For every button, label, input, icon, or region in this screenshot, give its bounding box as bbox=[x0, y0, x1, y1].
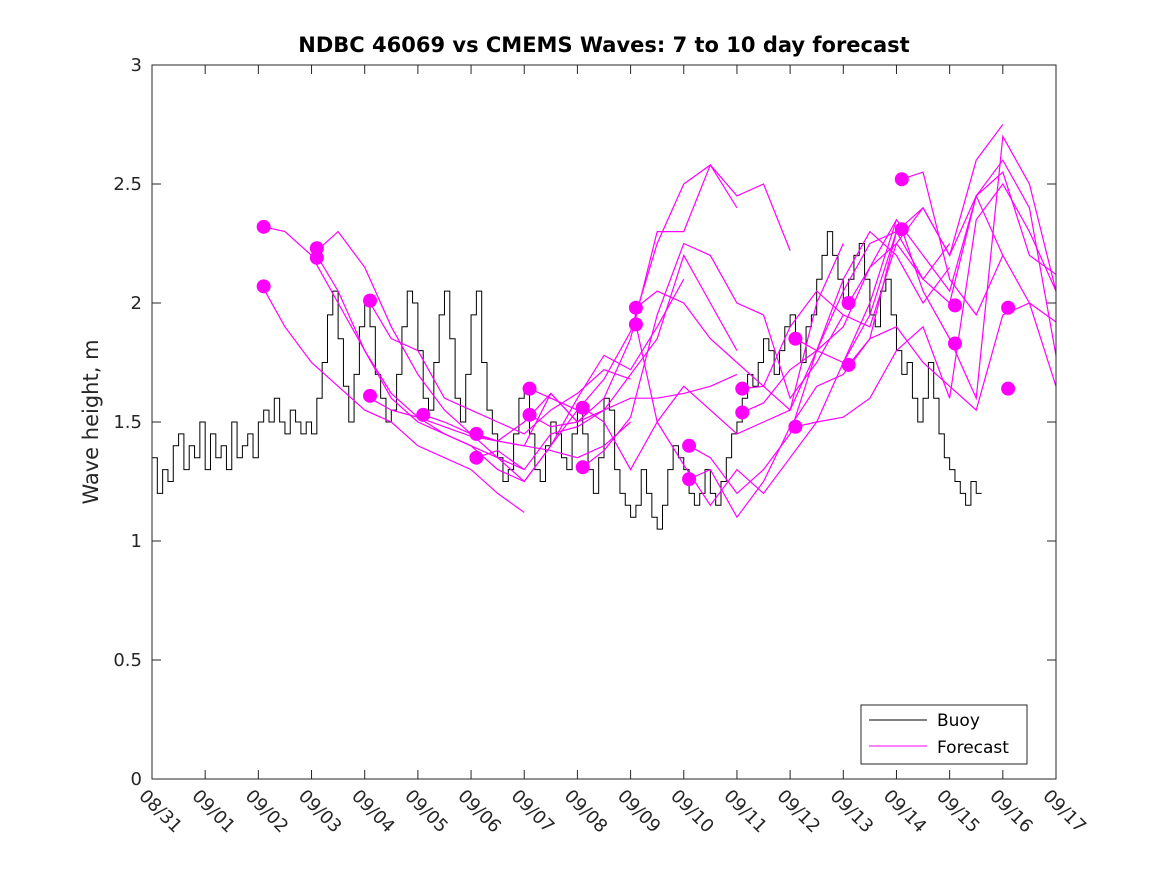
forecast-point bbox=[947, 298, 962, 313]
forecast-point bbox=[416, 407, 431, 422]
forecast-line bbox=[529, 164, 791, 411]
forecast-point bbox=[894, 222, 909, 237]
forecast-line bbox=[848, 302, 1057, 412]
forecast-point bbox=[735, 405, 750, 420]
forecast-line bbox=[795, 182, 1057, 428]
forecast-point bbox=[788, 419, 803, 434]
forecast-point bbox=[1001, 381, 1016, 396]
y-tick-label: 2.5 bbox=[113, 174, 142, 195]
buoy-line bbox=[152, 231, 982, 530]
forecast-point bbox=[522, 407, 537, 422]
forecast-line bbox=[901, 134, 1057, 401]
forecast-point bbox=[469, 450, 484, 465]
forecast-point bbox=[469, 426, 484, 441]
legend-forecast-label: Forecast bbox=[937, 738, 1009, 758]
y-tick-label: 0 bbox=[131, 769, 142, 790]
forecast-line bbox=[476, 163, 738, 447]
forecast-line bbox=[742, 124, 1004, 390]
legend-box bbox=[860, 704, 1028, 765]
forecast-line bbox=[635, 219, 898, 507]
forecast-point bbox=[682, 472, 697, 487]
forecast-point bbox=[522, 381, 537, 396]
y-axis-label: Wave height, m bbox=[79, 339, 103, 504]
forecast-line bbox=[263, 288, 525, 513]
legend-buoy-label: Buoy bbox=[937, 711, 980, 731]
forecast-line bbox=[529, 253, 738, 428]
chart-title: NDBC 46069 vs CMEMS Waves: 7 to 10 day f… bbox=[298, 33, 909, 57]
forecast-point bbox=[1001, 300, 1016, 315]
forecast-point bbox=[256, 219, 271, 234]
plot-frame bbox=[151, 64, 1057, 780]
forecast-point bbox=[628, 317, 643, 332]
y-tick-labels: 0 0.5 1 1.5 2 2.5 3 bbox=[113, 55, 142, 790]
y-tick-label: 1 bbox=[131, 531, 142, 552]
forecast-point bbox=[256, 279, 271, 294]
y-tick-label: 3 bbox=[131, 55, 142, 76]
forecast-line bbox=[263, 226, 525, 471]
forecast-point bbox=[363, 388, 378, 403]
y-tick-label: 2 bbox=[131, 293, 142, 314]
forecast-point bbox=[363, 293, 378, 308]
forecast-point bbox=[628, 300, 643, 315]
forecast-point bbox=[575, 460, 590, 475]
forecast-points bbox=[256, 172, 1016, 487]
forecast-point bbox=[947, 336, 962, 351]
forecast-point bbox=[841, 296, 856, 310]
forecast-point bbox=[788, 331, 803, 346]
forecast-point bbox=[735, 381, 750, 396]
forecast-point bbox=[841, 357, 856, 372]
forecast-point bbox=[894, 172, 909, 187]
forecast-line bbox=[848, 159, 1057, 356]
y-tick-label: 0.5 bbox=[113, 650, 142, 671]
ticks bbox=[151, 64, 1057, 780]
forecast-line bbox=[369, 302, 631, 435]
forecast-point bbox=[309, 250, 324, 265]
buoy-series bbox=[152, 231, 982, 530]
forecast-line bbox=[582, 243, 844, 471]
forecast-point bbox=[682, 438, 697, 453]
forecast-line bbox=[423, 278, 685, 483]
forecast-line bbox=[582, 242, 844, 468]
forecast-line bbox=[901, 171, 1057, 387]
y-tick-label: 1.5 bbox=[113, 412, 142, 433]
legend: Buoy Forecast bbox=[860, 704, 1028, 765]
forecast-line bbox=[688, 229, 951, 519]
forecast-series bbox=[263, 124, 1057, 519]
forecast-point bbox=[575, 400, 590, 415]
